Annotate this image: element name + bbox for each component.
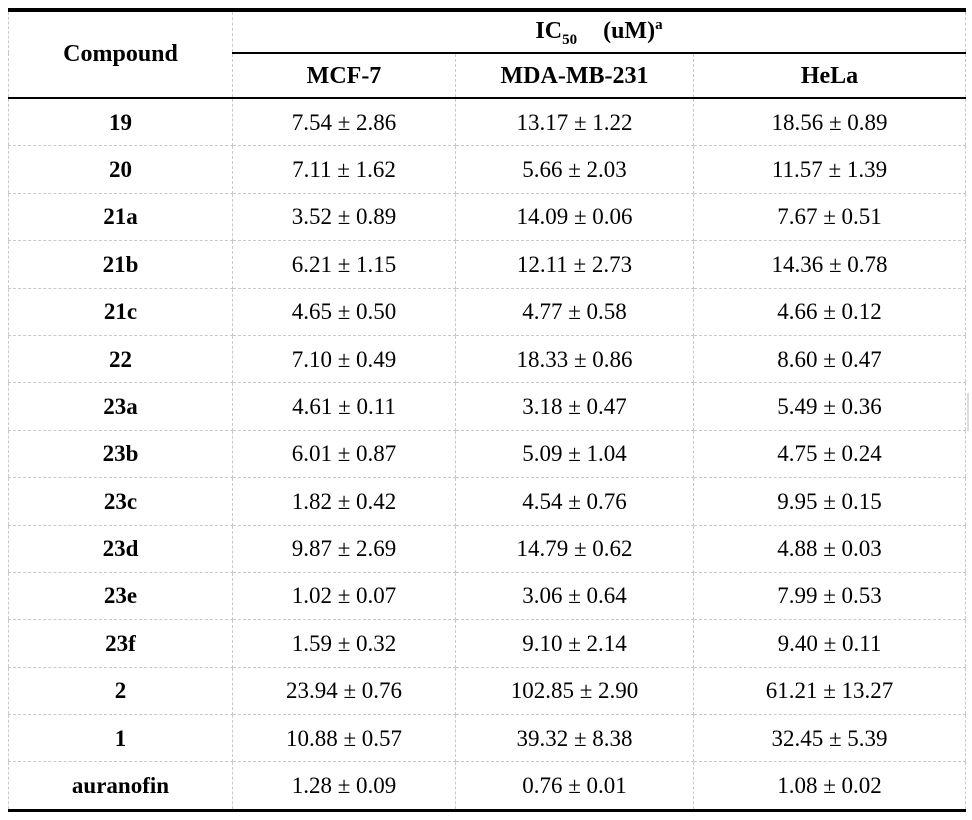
ic50-label-subscript: 50: [562, 31, 578, 48]
col-header-hela: HeLa: [693, 53, 966, 99]
compound-cell: 1: [8, 714, 233, 763]
compound-cell: 21b: [8, 240, 233, 289]
value-cell: 0.76 ± 0.01: [455, 761, 694, 811]
compound-cell: 2: [8, 667, 233, 716]
table-row: 22 7.10 ± 0.49 18.33 ± 0.86 8.60 ± 0.47: [8, 335, 966, 384]
value-cell: 5.49 ± 0.36: [693, 382, 966, 431]
ic50-unit-label: (uM): [603, 17, 656, 44]
value-cell: 4.65 ± 0.50: [232, 288, 456, 336]
header-row-celllines: MCF-7 MDA-MB-231 HeLa: [9, 53, 966, 99]
value-cell: 4.54 ± 0.76: [455, 477, 694, 526]
value-cell: 14.79 ± 0.62: [455, 525, 694, 573]
table-row: 23b 6.01 ± 0.87 5.09 ± 1.04 4.75 ± 0.24: [8, 430, 966, 479]
edge-artifact: [967, 393, 969, 431]
value-cell: 18.56 ± 0.89: [693, 98, 966, 147]
value-cell: 7.11 ± 1.62: [232, 145, 456, 194]
value-cell: 23.94 ± 0.76: [232, 667, 456, 716]
compound-cell: 22: [8, 335, 233, 384]
compound-cell: 21a: [8, 193, 233, 242]
value-cell: 13.17 ± 1.22: [455, 98, 694, 147]
table-row: 21c 4.65 ± 0.50 4.77 ± 0.58 4.66 ± 0.12: [8, 288, 966, 336]
header-row-group: Compound IC50 (uM)a: [8, 10, 966, 99]
value-cell: 5.09 ± 1.04: [455, 430, 694, 479]
value-cell: 8.60 ± 0.47: [693, 335, 966, 384]
compound-cell: 23a: [8, 382, 233, 431]
table-row: 23d 9.87 ± 2.69 14.79 ± 0.62 4.88 ± 0.03: [8, 525, 966, 573]
table-row: 19 7.54 ± 2.86 13.17 ± 1.22 18.56 ± 0.89: [8, 98, 966, 147]
value-cell: 1.28 ± 0.09: [232, 761, 456, 811]
value-cell: 5.66 ± 2.03: [455, 145, 694, 194]
value-cell: 6.21 ± 1.15: [232, 240, 456, 289]
value-cell: 4.75 ± 0.24: [693, 430, 966, 479]
value-cell: 10.88 ± 0.57: [232, 714, 456, 763]
col-header-mcf7: MCF-7: [232, 53, 456, 99]
compound-cell: 21c: [8, 288, 233, 336]
value-cell: 9.10 ± 2.14: [455, 619, 694, 668]
value-cell: 4.88 ± 0.03: [693, 525, 966, 573]
value-cell: 1.59 ± 0.32: [232, 619, 456, 668]
compound-cell: 23d: [8, 525, 233, 573]
table-row: 23a 4.61 ± 0.11 3.18 ± 0.47 5.49 ± 0.36: [8, 382, 966, 431]
compound-cell: 23e: [8, 572, 233, 621]
value-cell: 4.61 ± 0.11: [232, 382, 456, 431]
compound-cell: auranofin: [8, 761, 233, 811]
compound-cell: 20: [8, 145, 233, 194]
value-cell: 9.95 ± 0.15: [693, 477, 966, 526]
table-row: 1 10.88 ± 0.57 39.32 ± 8.38 32.45 ± 5.39: [8, 714, 966, 763]
value-cell: 6.01 ± 0.87: [232, 430, 456, 479]
value-cell: 3.06 ± 0.64: [455, 572, 694, 621]
value-cell: 7.54 ± 2.86: [232, 98, 456, 147]
value-cell: 32.45 ± 5.39: [693, 714, 966, 763]
value-cell: 14.09 ± 0.06: [455, 193, 694, 242]
value-cell: 7.10 ± 0.49: [232, 335, 456, 384]
value-cell: 9.40 ± 0.11: [693, 619, 966, 668]
compound-cell: 23c: [8, 477, 233, 526]
compound-cell: 19: [8, 98, 233, 147]
col-header-mdamb231: MDA-MB-231: [455, 53, 694, 99]
ic50-footnote-marker: a: [655, 16, 663, 33]
value-cell: 1.02 ± 0.07: [232, 572, 456, 621]
value-cell: 18.33 ± 0.86: [455, 335, 694, 384]
value-cell: 1.08 ± 0.02: [777, 773, 882, 799]
value-cell: 7.99 ± 0.53: [693, 572, 966, 621]
value-cell: 102.85 ± 2.90: [455, 667, 694, 716]
value-cell: 4.77 ± 0.58: [455, 288, 694, 336]
ic50-group-header: IC50 (uM)a: [232, 10, 966, 55]
ic50-label-base: IC: [535, 17, 563, 44]
compound-cell: 23f: [8, 619, 233, 668]
value-cell: 39.32 ± 8.38: [455, 714, 694, 763]
table-row: 2 23.94 ± 0.76 102.85 ± 2.90 61.21 ± 13.…: [8, 667, 966, 716]
value-cell: 3.18 ± 0.47: [455, 382, 694, 431]
value-cell: 9.87 ± 2.69: [232, 525, 456, 573]
value-cell: 3.52 ± 0.89: [232, 193, 456, 242]
value-cell: 1.82 ± 0.42: [232, 477, 456, 526]
compound-cell: 23b: [8, 430, 233, 479]
compound-header: Compound: [8, 10, 233, 99]
ic50-table: Compound IC50 (uM)a MCF-7 MDA-MB-231 HeLa…: [8, 8, 966, 812]
table-row: 23e 1.02 ± 0.07 3.06 ± 0.64 7.99 ± 0.53: [8, 572, 966, 621]
value-cell: 14.36 ± 0.78: [693, 240, 966, 289]
value-cell: 7.67 ± 0.51: [693, 193, 966, 242]
table-row: 23c 1.82 ± 0.42 4.54 ± 0.76 9.95 ± 0.15: [8, 477, 966, 526]
table-row: 21b 6.21 ± 1.15 12.11 ± 2.73 14.36 ± 0.7…: [8, 240, 966, 289]
table-row: auranofin 1.28 ± 0.09 0.76 ± 0.01 1.08 ±…: [8, 761, 966, 811]
value-cell: 12.11 ± 2.73: [455, 240, 694, 289]
value-cell: 4.66 ± 0.12: [693, 288, 966, 336]
table-row: 21a 3.52 ± 0.89 14.09 ± 0.06 7.67 ± 0.51: [8, 193, 966, 242]
table-row: 20 7.11 ± 1.62 5.66 ± 2.03 11.57 ± 1.39: [8, 145, 966, 194]
value-cell: 61.21 ± 13.27: [693, 667, 966, 716]
value-cell: 11.57 ± 1.39: [693, 145, 966, 194]
table-row: 23f 1.59 ± 0.32 9.10 ± 2.14 9.40 ± 0.11: [8, 619, 966, 668]
